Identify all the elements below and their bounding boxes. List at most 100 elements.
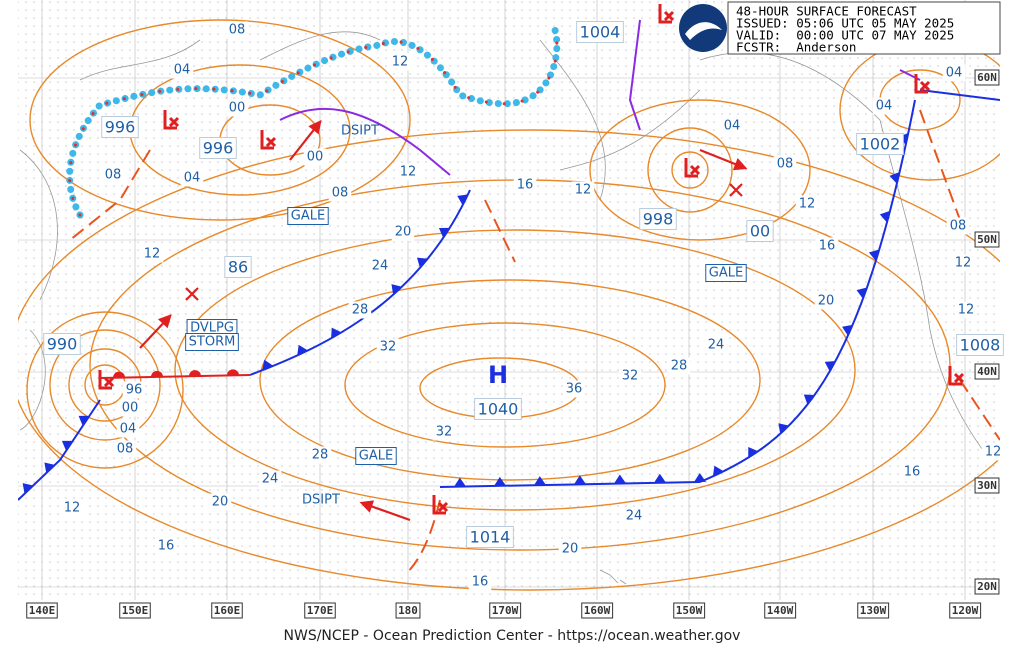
front-symbol bbox=[868, 249, 880, 261]
isobar-label: 20 bbox=[818, 294, 835, 309]
longitude-label: 150W bbox=[676, 604, 703, 617]
label-box bbox=[576, 21, 624, 43]
front-symbol bbox=[44, 462, 55, 474]
low-symbols bbox=[98, 4, 965, 515]
latitude-box bbox=[974, 477, 1000, 494]
footer: NWS/NCEP - Ocean Prediction Center - htt… bbox=[284, 628, 741, 644]
front-symbol bbox=[803, 394, 815, 405]
isobar-label: 08 bbox=[950, 219, 967, 234]
label-box bbox=[942, 64, 966, 82]
front-symbol bbox=[889, 172, 900, 184]
pressure-center-label: 1002 bbox=[860, 135, 901, 154]
isobar-label: 00 bbox=[229, 101, 246, 116]
isobar-label: 24 bbox=[626, 509, 643, 524]
isobar-label: 16 bbox=[904, 465, 921, 480]
isobar-label: 08 bbox=[229, 23, 246, 38]
front-symbol bbox=[879, 210, 891, 223]
front-symbol bbox=[748, 446, 759, 458]
front-symbol bbox=[856, 287, 868, 299]
labels: 996 996 1004 1002 998 00 86 990 1040 1014 1008 08 04… bbox=[43, 21, 1005, 591]
front-symbol bbox=[842, 324, 853, 336]
label-box bbox=[618, 367, 642, 385]
isobar-label: 32 bbox=[436, 425, 453, 440]
latitude-box bbox=[974, 578, 1000, 595]
low-symbol bbox=[948, 366, 965, 386]
isobar-label: 12 bbox=[955, 256, 972, 271]
isobar-label: 32 bbox=[380, 340, 397, 355]
low-symbol bbox=[163, 110, 180, 130]
isobar-label: 16 bbox=[819, 239, 836, 254]
label-box bbox=[355, 447, 397, 465]
label-box bbox=[180, 169, 204, 187]
label-box bbox=[558, 540, 582, 558]
isobar-label: 12 bbox=[144, 247, 161, 262]
label-box bbox=[101, 116, 139, 138]
label-box bbox=[466, 526, 514, 548]
label-box bbox=[225, 21, 249, 39]
label-box bbox=[720, 117, 744, 135]
front-symbol bbox=[533, 476, 546, 486]
isobar-label: 08 bbox=[777, 157, 794, 172]
label-box bbox=[60, 499, 84, 517]
annotation: DSIPT bbox=[341, 124, 379, 139]
longitude-box bbox=[857, 602, 890, 619]
isobar-label: 16 bbox=[158, 539, 175, 554]
label-box bbox=[113, 440, 137, 458]
isobar-label: 28 bbox=[352, 303, 369, 318]
pressure-center-label: 00 bbox=[750, 222, 770, 241]
latitude-label: 50N bbox=[977, 233, 997, 246]
label-box bbox=[116, 420, 140, 438]
longitude-label: 180 bbox=[398, 604, 418, 617]
label-box bbox=[773, 155, 797, 173]
label-box bbox=[468, 573, 492, 591]
isobar-label: 24 bbox=[708, 338, 725, 353]
isobar-label: 20 bbox=[212, 495, 229, 510]
front-symbol bbox=[297, 344, 308, 356]
label-box bbox=[814, 292, 838, 310]
label-box bbox=[795, 195, 819, 213]
label-box bbox=[951, 254, 975, 272]
front-symbol bbox=[573, 475, 586, 485]
label-box bbox=[287, 207, 329, 225]
longitude-label: 140E bbox=[29, 604, 56, 617]
isobar-label: 16 bbox=[517, 178, 534, 193]
longitude-label: 120W bbox=[952, 604, 979, 617]
label-box bbox=[101, 166, 125, 184]
low-symbol bbox=[914, 74, 931, 94]
latitude-box bbox=[974, 363, 1000, 380]
latitude-label: 20N bbox=[977, 580, 997, 593]
front-symbol bbox=[78, 415, 90, 426]
pressure-center-label: 1014 bbox=[470, 528, 511, 547]
pressure-center-label: 1040 bbox=[478, 400, 519, 419]
pressure-center-label: 998 bbox=[643, 210, 674, 229]
front-symbol bbox=[188, 370, 201, 377]
latitude-box bbox=[974, 69, 1000, 86]
isobar-label: 08 bbox=[105, 168, 122, 183]
pressure-center-label: 1008 bbox=[960, 336, 1001, 355]
pressure-center-label: 1004 bbox=[580, 23, 621, 42]
low-symbol bbox=[98, 370, 115, 390]
isobar-label: 32 bbox=[622, 369, 639, 384]
isobar-label: 04 bbox=[946, 66, 963, 81]
annotation: GALE bbox=[359, 449, 393, 464]
front-symbol bbox=[112, 371, 125, 378]
label-box bbox=[199, 137, 237, 159]
label-box bbox=[208, 493, 232, 511]
front-symbol bbox=[391, 284, 402, 295]
motion-arrows bbox=[139, 119, 748, 522]
front-symbol bbox=[457, 194, 468, 206]
label-box bbox=[396, 163, 420, 181]
low-symbol bbox=[432, 495, 449, 515]
isobar-label: 04 bbox=[724, 119, 741, 134]
noaa-logo-bird bbox=[685, 22, 722, 40]
label-box bbox=[954, 301, 978, 319]
label-box bbox=[170, 61, 194, 79]
front-symbol bbox=[262, 359, 274, 371]
label-box bbox=[956, 334, 1004, 356]
header-line: VALID: 00:00 UTC 07 MAY 2025 bbox=[736, 28, 954, 43]
front-symbol bbox=[416, 257, 428, 268]
label-box bbox=[225, 99, 249, 117]
latitude-label: 30N bbox=[977, 479, 997, 492]
front-symbol bbox=[150, 370, 163, 377]
label-box bbox=[224, 256, 252, 278]
